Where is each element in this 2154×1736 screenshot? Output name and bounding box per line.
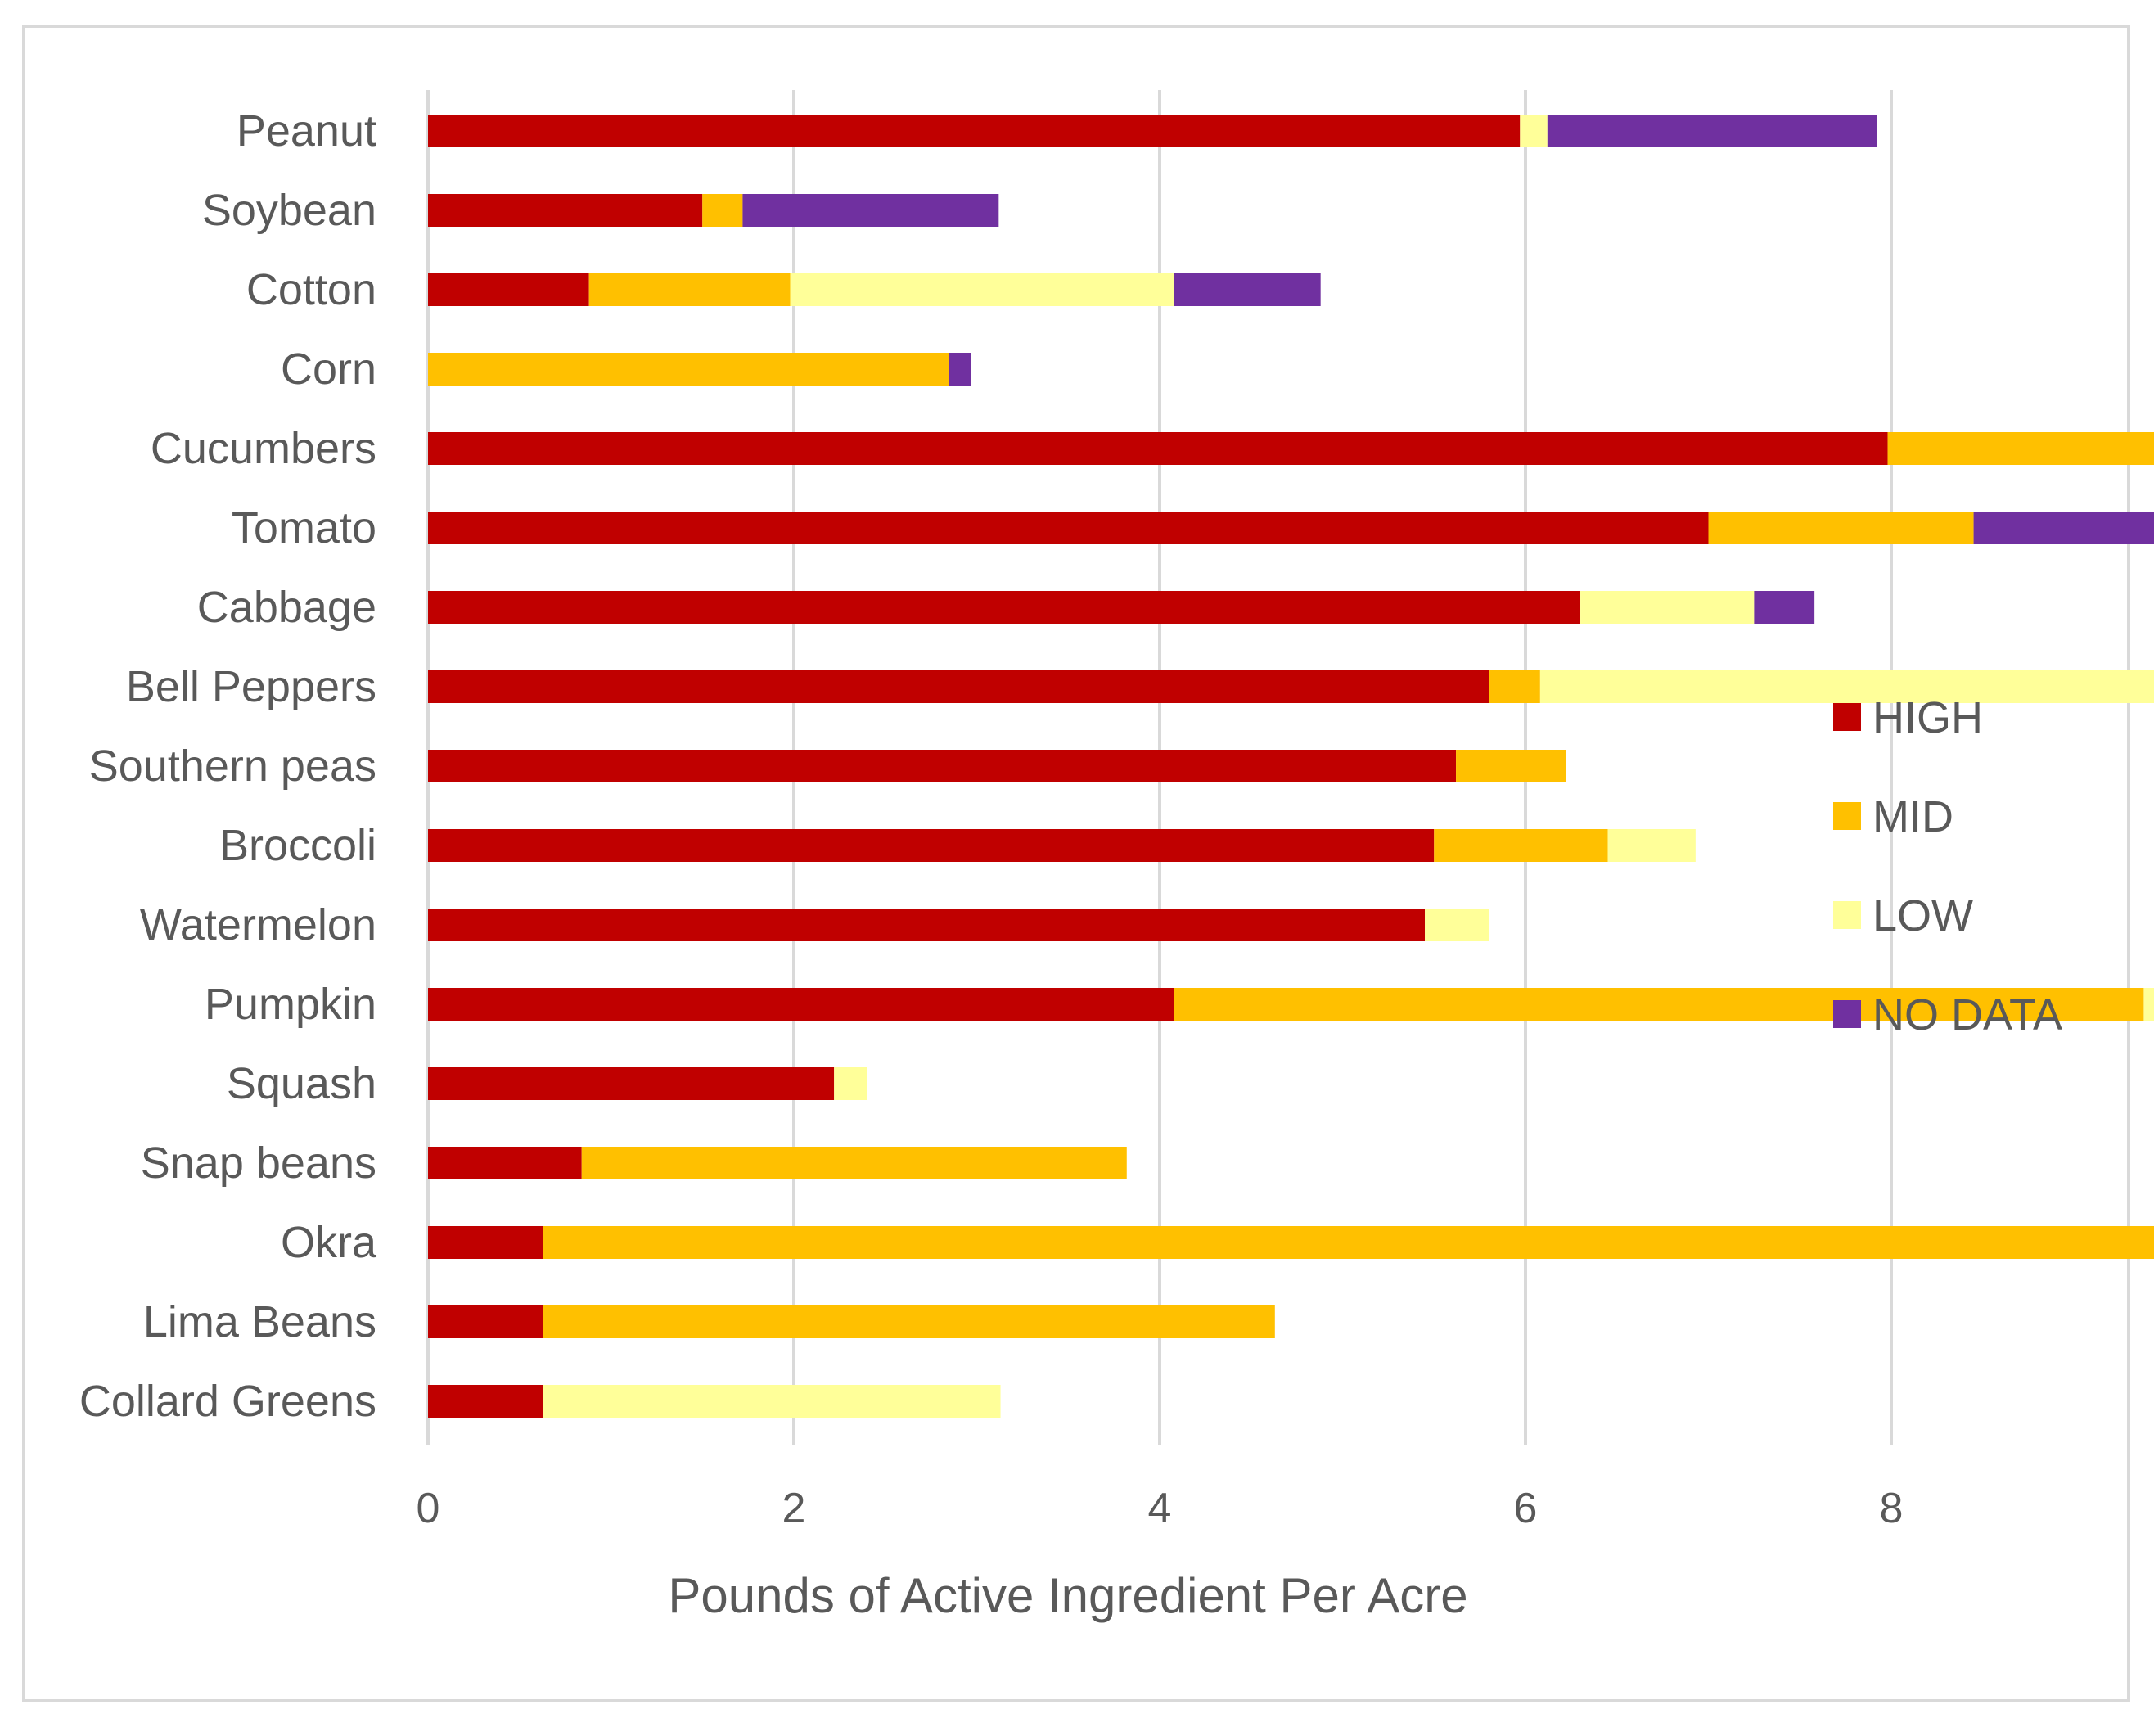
category-label: Snap beans	[141, 1139, 376, 1188]
legend-label: NO DATA	[1872, 990, 2062, 1039]
bar-low	[2143, 988, 2154, 1021]
bar-low	[1520, 115, 1548, 147]
bar-mid	[581, 1147, 1127, 1179]
x-tick-label: 6	[1514, 1485, 1538, 1532]
bar-low	[1607, 829, 1696, 862]
bar-mid	[702, 194, 743, 227]
bar-high	[428, 432, 1888, 465]
bars	[428, 115, 2154, 1418]
bar-high	[428, 829, 1435, 862]
legend-swatch	[1833, 1000, 1861, 1028]
x-tick-label: 4	[1148, 1485, 1172, 1532]
category-label: Cabbage	[197, 583, 376, 632]
category-label: Okra	[281, 1218, 377, 1267]
bar-mid	[1434, 829, 1608, 862]
bar-mid	[1456, 750, 1566, 782]
x-tick-label: 2	[782, 1485, 806, 1532]
category-label: Watermelon	[140, 900, 376, 949]
bar-mid	[543, 1305, 1275, 1338]
bar-mid	[1887, 432, 2154, 465]
legend-label: LOW	[1872, 891, 1973, 940]
bar-high	[428, 273, 589, 306]
category-label: Soybean	[202, 186, 376, 235]
bar-no-data	[1174, 273, 1321, 306]
bar-low	[1539, 670, 2154, 703]
bar-no-data	[1973, 512, 2154, 544]
category-labels: Peanut Soybean Cotton Corn Cucumbers Tomato Ca…	[79, 106, 377, 1426]
bar-mid	[1708, 512, 1974, 544]
x-axis-title: Pounds of Active Ingredient Per Acre	[668, 1568, 1467, 1623]
legend-label: HIGH	[1872, 693, 1983, 742]
category-label: Collard Greens	[79, 1377, 376, 1426]
bar-no-data	[949, 353, 971, 386]
bar-low	[1580, 591, 1755, 624]
bar-high	[428, 512, 1709, 544]
bar-no-data	[742, 194, 999, 227]
category-label: Tomato	[232, 503, 376, 552]
bar-high	[428, 1067, 835, 1100]
bar-high	[428, 750, 1457, 782]
bar-high	[428, 1305, 543, 1338]
bar-low	[834, 1067, 867, 1100]
bar-no-data	[1754, 591, 1815, 624]
bar-high	[428, 670, 1489, 703]
bar-mid	[1489, 670, 1540, 703]
x-tick-label: 0	[417, 1485, 440, 1532]
category-label: Peanut	[237, 106, 376, 156]
bar-low	[1425, 909, 1489, 941]
bar-mid	[543, 1226, 2154, 1259]
category-label: Cucumbers	[151, 424, 376, 473]
x-axis-ticks: 02468101214	[417, 1485, 1904, 1532]
category-label: Pumpkin	[205, 980, 376, 1029]
legend-swatch	[1833, 901, 1861, 929]
bar-high	[428, 1226, 543, 1259]
bar-high	[428, 909, 1426, 941]
bar-mid	[428, 353, 949, 386]
category-label: Cotton	[246, 265, 376, 314]
legend-label: MID	[1872, 792, 1953, 841]
bar-low	[543, 1385, 1001, 1418]
bar-high	[428, 1147, 582, 1179]
bar-low	[790, 273, 1174, 306]
x-tick-label: 8	[1880, 1485, 1904, 1532]
category-label: Broccoli	[219, 821, 376, 870]
legend: HIGH MID LOW NO DATA	[1833, 693, 2062, 1039]
bar-high	[428, 1385, 543, 1418]
bar-high	[428, 194, 703, 227]
legend-swatch	[1833, 703, 1861, 731]
category-label: Corn	[281, 345, 376, 394]
category-label: Squash	[227, 1059, 376, 1108]
bar-mid	[1174, 988, 2144, 1021]
legend-swatch	[1833, 802, 1861, 830]
category-label: Lima Beans	[143, 1297, 376, 1346]
category-label: Bell Peppers	[126, 662, 376, 711]
category-label: Southern peas	[89, 742, 376, 791]
bar-high	[428, 988, 1174, 1021]
bar-mid	[588, 273, 791, 306]
bar-high	[428, 591, 1581, 624]
bar-high	[428, 115, 1521, 147]
bar-no-data	[1547, 115, 1877, 147]
